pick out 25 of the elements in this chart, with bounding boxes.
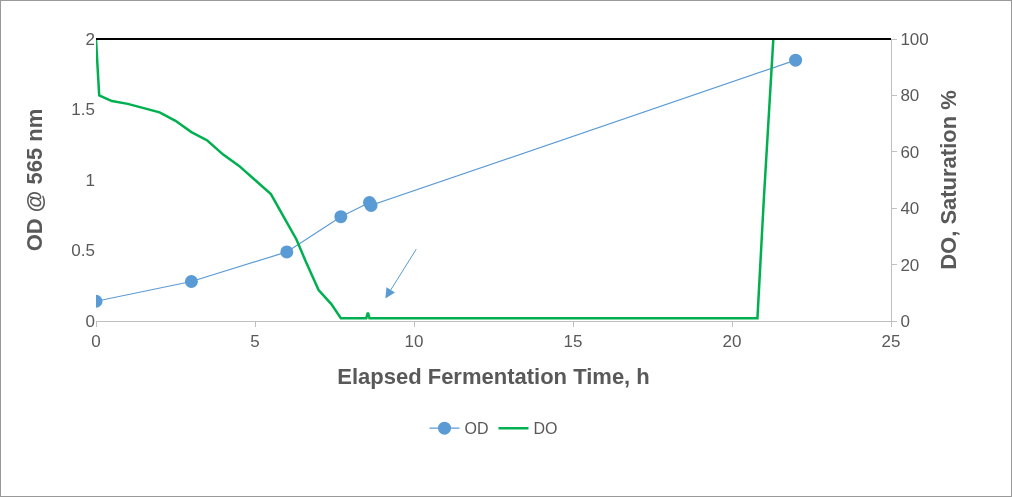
x-tick-label: 25 (881, 332, 901, 352)
y2-tick-label: 80 (900, 86, 920, 106)
y-tick-label: 2 (85, 29, 95, 49)
y2-tick-label: 20 (900, 255, 920, 275)
y-tick-label: 0 (85, 311, 95, 331)
y-tick-label: 0.5 (71, 241, 95, 261)
point (334, 210, 348, 224)
y2-axis-title: DO, Saturation % (936, 90, 961, 270)
y-tick-label: 1 (85, 170, 95, 190)
y2-tick-label: 40 (900, 199, 920, 219)
y-tick-label: 1.5 (71, 100, 95, 120)
point (184, 275, 198, 289)
legend-label: OD (464, 420, 489, 438)
y2-tick-label: 60 (900, 142, 920, 162)
x-tick-label: 20 (722, 332, 742, 352)
x-axis-title: Elapsed Fermentation Time, h (337, 364, 650, 390)
y2-tick-label: 0 (900, 311, 910, 331)
y-axis-title: OD @ 565 nm (22, 108, 47, 252)
point (280, 245, 294, 259)
x-tick-label: 15 (563, 332, 583, 352)
legend-label: DO (533, 420, 558, 438)
x-tick-label: 10 (404, 332, 424, 352)
x-tick-label: 5 (250, 332, 260, 352)
point (789, 53, 803, 67)
y2-tick-label: 100 (900, 29, 929, 49)
